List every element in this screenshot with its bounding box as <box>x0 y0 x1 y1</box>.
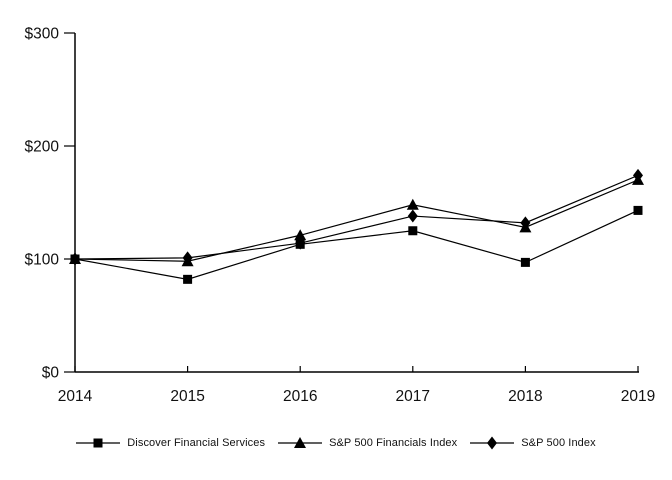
legend-item-sp500-financials: S&P 500 Financials Index <box>278 436 457 450</box>
y-axis-tick-label: $200 <box>25 139 60 156</box>
x-axis-tick-label: 2019 <box>621 388 655 405</box>
diamond-marker-icon <box>295 236 306 250</box>
x-axis-tick-label: 2018 <box>508 388 542 405</box>
square-marker-icon <box>183 274 193 284</box>
square-marker-icon <box>76 438 121 448</box>
chart-plot-area: $0 $100 $200 $300 2014 2015 2016 2017 2018 2019 <box>25 26 656 406</box>
diamond-marker-icon <box>70 252 80 266</box>
diamond-marker-icon <box>470 436 515 450</box>
legend-label: S&P 500 Index <box>521 437 596 449</box>
square-marker-icon <box>93 438 103 448</box>
triangle-marker-icon <box>294 437 307 448</box>
legend-item-sp500: S&P 500 Index <box>470 436 596 450</box>
series-line <box>74 179 639 262</box>
triangle-marker-icon <box>294 229 307 241</box>
x-axis-tick-label: 2015 <box>170 388 204 405</box>
x-axis-tick-label: 2014 <box>58 388 93 405</box>
y-axis-tick-label: $300 <box>25 26 60 43</box>
chart-legend: Discover Financial Services S&P 500 Fina… <box>0 436 672 450</box>
legend-label: S&P 500 Financials Index <box>329 437 458 449</box>
diamond-marker-icon <box>487 436 498 450</box>
triangle-marker-icon <box>278 437 323 448</box>
square-marker-icon <box>520 257 530 267</box>
diamond-marker-icon <box>182 251 193 265</box>
x-axis-tick-label: 2017 <box>396 388 430 405</box>
legend-label: Discover Financial Services <box>127 437 266 449</box>
legend-item-discover: Discover Financial Services <box>76 436 265 450</box>
square-marker-icon <box>408 226 418 236</box>
diamond-marker-icon <box>520 216 531 230</box>
series-line <box>74 209 639 280</box>
diamond-marker-icon <box>633 168 643 182</box>
series-line <box>74 174 639 260</box>
y-axis-tick-label: $100 <box>25 252 60 269</box>
diamond-marker-icon <box>407 209 418 223</box>
x-axis-tick-label: 2016 <box>283 388 317 405</box>
triangle-marker-icon <box>406 198 419 210</box>
y-axis-tick-label: $0 <box>42 365 60 382</box>
square-marker-icon <box>633 205 643 215</box>
